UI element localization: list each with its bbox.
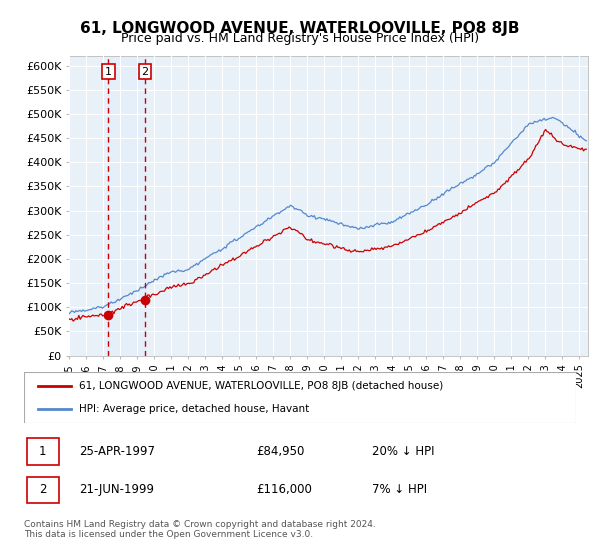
Text: Price paid vs. HM Land Registry's House Price Index (HPI): Price paid vs. HM Land Registry's House …	[121, 32, 479, 45]
Text: 61, LONGWOOD AVENUE, WATERLOOVILLE, PO8 8JB (detached house): 61, LONGWOOD AVENUE, WATERLOOVILLE, PO8 …	[79, 381, 443, 391]
Text: HPI: Average price, detached house, Havant: HPI: Average price, detached house, Hava…	[79, 404, 310, 414]
Text: 20% ↓ HPI: 20% ↓ HPI	[372, 445, 434, 458]
Text: 25-APR-1997: 25-APR-1997	[79, 445, 155, 458]
Text: 1: 1	[39, 445, 47, 458]
FancyBboxPatch shape	[24, 372, 576, 423]
Text: 7% ↓ HPI: 7% ↓ HPI	[372, 483, 427, 496]
Text: 2: 2	[142, 67, 149, 77]
Text: £84,950: £84,950	[256, 445, 304, 458]
FancyBboxPatch shape	[27, 477, 59, 503]
Text: 1: 1	[105, 67, 112, 77]
Text: 61, LONGWOOD AVENUE, WATERLOOVILLE, PO8 8JB: 61, LONGWOOD AVENUE, WATERLOOVILLE, PO8 …	[80, 21, 520, 36]
Text: £116,000: £116,000	[256, 483, 312, 496]
Text: Contains HM Land Registry data © Crown copyright and database right 2024.
This d: Contains HM Land Registry data © Crown c…	[24, 520, 376, 539]
Text: 2: 2	[39, 483, 47, 496]
FancyBboxPatch shape	[27, 438, 59, 465]
Text: 21-JUN-1999: 21-JUN-1999	[79, 483, 154, 496]
Bar	[109, 56, 145, 356]
